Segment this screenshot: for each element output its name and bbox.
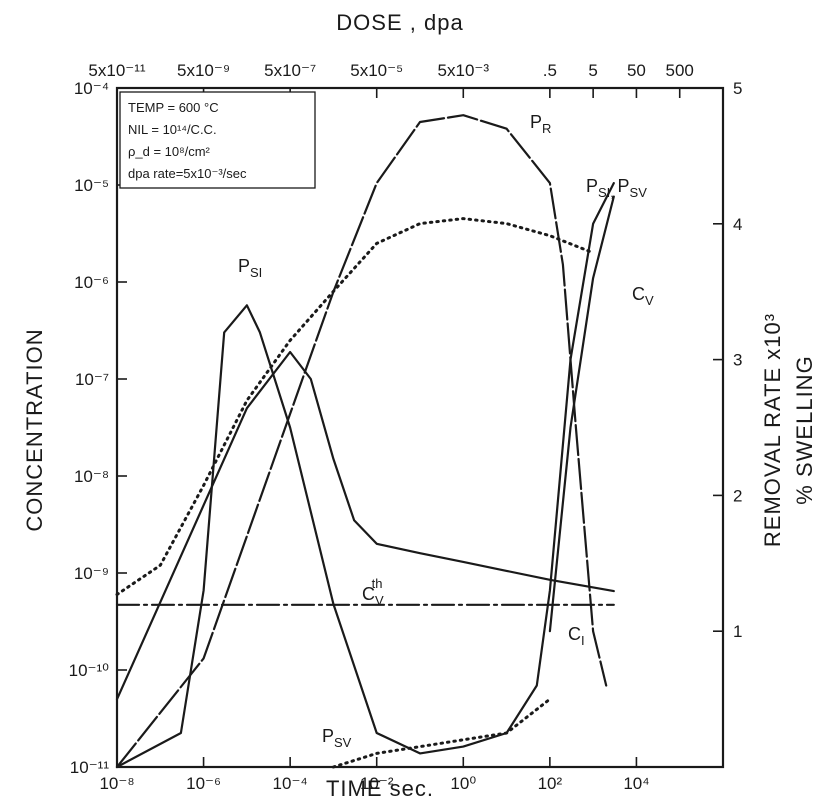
- legend-lines: TEMP = 600 °C NIL = 10¹⁴/C.C. ρ_d = 10⁸/cm…: [128, 100, 247, 181]
- top-tick-label: 5x10⁻⁵: [350, 61, 403, 80]
- x-axis-ticks: 10⁻⁸ 10⁻⁶ 10⁻⁴ 10⁻² 10⁰ 10² 10⁴: [99, 757, 650, 793]
- y-tick-label: 10⁻⁴: [74, 79, 109, 98]
- x-tick-label: 10⁻⁸: [99, 774, 134, 793]
- x-tick-label: 10⁻⁴: [273, 774, 308, 793]
- top-tick-label: 50: [627, 61, 646, 80]
- series-c-v: [115, 217, 595, 596]
- x-tick-label: 10⁻⁶: [186, 774, 221, 793]
- top-tick-label: 5x10⁻⁹: [177, 61, 230, 80]
- top-tick-label: 5: [588, 61, 597, 80]
- top-tick-label: 5x10⁻³: [438, 61, 490, 80]
- y-tick-label: 10⁻¹¹: [70, 758, 110, 777]
- top-tick-label: 5x10⁻⁷: [264, 61, 316, 80]
- label-c-v-th: CVth: [362, 576, 384, 608]
- y2-tick-label: 1: [733, 622, 742, 641]
- top-axis-ticks: 5x10⁻¹¹ 5x10⁻⁹ 5x10⁻⁷ 5x10⁻⁵ 5x10⁻³ .5 5 50 500: [88, 61, 694, 98]
- label-p-sv: PSV: [322, 726, 352, 750]
- y-tick-label: 10⁻¹⁰: [69, 661, 110, 680]
- x-tick-label: 10²: [538, 774, 563, 793]
- label-p-r: PR: [530, 112, 551, 136]
- legend-line: NIL = 10¹⁴/C.C.: [128, 122, 217, 137]
- label-c-v: CV: [632, 284, 654, 308]
- y-axis-ticks: 10⁻¹¹ 10⁻¹⁰ 10⁻⁹ 10⁻⁸ 10⁻⁷ 10⁻⁶ 10⁻⁵ 10⁻⁴: [69, 79, 127, 777]
- x-tick-label: 10⁴: [623, 774, 649, 793]
- y-tick-label: 10⁻⁷: [75, 370, 109, 389]
- label-p-si: PSI: [238, 256, 262, 280]
- y2-tick-label: 4: [733, 215, 742, 234]
- top-tick-label: .5: [543, 61, 557, 80]
- y-axis-title: CONCENTRATION: [22, 328, 47, 531]
- y2-tick-label: 5: [733, 79, 742, 98]
- top-tick-label: 500: [666, 61, 694, 80]
- x-tick-label: 10⁻²: [360, 774, 394, 793]
- x-axis-title: TIME sec.: [326, 776, 434, 800]
- series-group: [115, 114, 615, 769]
- legend-line: ρ_d = 10⁸/cm²: [128, 144, 211, 159]
- label-c-i: CI: [568, 624, 585, 648]
- y2-axis-ticks: 1 2 3 4 5: [713, 79, 742, 641]
- label-swelling: PSI, PSV: [586, 176, 647, 200]
- legend-line: dpa rate=5x10⁻³/sec: [128, 166, 247, 181]
- y-tick-label: 10⁻⁸: [74, 467, 109, 486]
- y-tick-label: 10⁻⁹: [74, 564, 109, 583]
- y2-tick-label: 2: [733, 486, 742, 505]
- x-tick-label: 10⁰: [450, 774, 476, 793]
- series-swelling: [548, 195, 615, 633]
- top-tick-label: 5x10⁻¹¹: [88, 61, 145, 80]
- y2-axis-title: REMOVAL RATE x10³: [760, 313, 785, 547]
- y-tick-label: 10⁻⁶: [74, 273, 109, 292]
- y2-axis-title-swelling: % SWELLING: [792, 355, 817, 504]
- series-p-si: [115, 182, 615, 769]
- legend-line: TEMP = 600 °C: [128, 100, 219, 115]
- top-axis-title: DOSE , dpa: [336, 10, 463, 35]
- y2-tick-label: 3: [733, 351, 742, 370]
- curve-labels: CV CI CVth PR PSI PSV PSI, PSV: [238, 112, 654, 750]
- plot-frame: [115, 86, 725, 769]
- series-p-sv: [331, 697, 552, 769]
- legend-box: [119, 91, 316, 189]
- y-tick-label: 10⁻⁵: [74, 176, 109, 195]
- series-c-i: [115, 350, 615, 701]
